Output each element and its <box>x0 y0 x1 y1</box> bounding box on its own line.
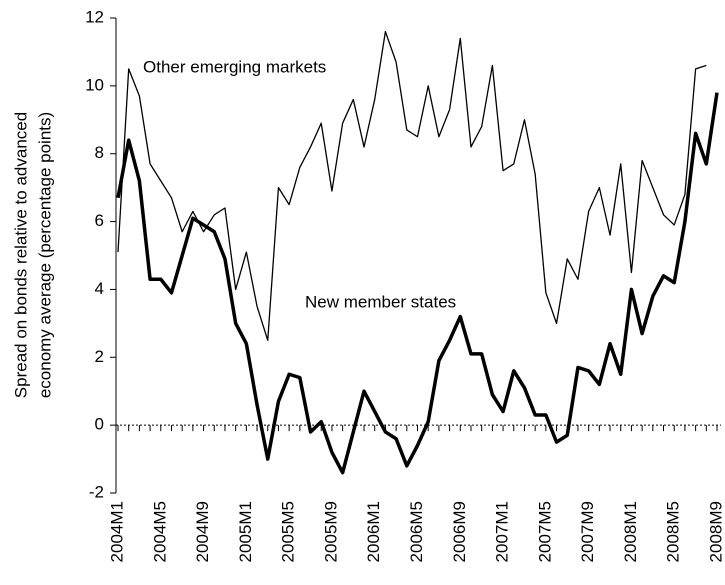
annotation: Other emerging markets <box>143 57 326 76</box>
y-tick-label: 12 <box>85 7 104 26</box>
x-tick-label-group: 2006M5 <box>407 501 426 562</box>
x-tick-label: 2005M5 <box>279 501 298 562</box>
y-axis-title: Spread on bonds relative to advanced eco… <box>11 112 54 398</box>
x-tick-label-group: 2005M9 <box>321 501 340 562</box>
y-tick-label: 8 <box>95 143 104 162</box>
x-tick-label: 2005M1 <box>236 501 255 562</box>
y-axis-title-line: economy average (percentage points) <box>35 112 54 398</box>
y-tick-label: 10 <box>85 75 104 94</box>
x-tick-label-group: 2004M1 <box>107 501 126 562</box>
x-tick-label-group: 2007M1 <box>493 501 512 562</box>
x-tick-label-group: 2007M9 <box>578 501 597 562</box>
x-tick-label-group: 2004M9 <box>193 501 212 562</box>
x-tick-label: 2006M9 <box>450 501 469 562</box>
x-tick-label: 2008M5 <box>664 501 683 562</box>
x-tick-label: 2008M1 <box>621 501 640 562</box>
series-line <box>117 30 707 341</box>
x-tick-label-group: 2007M5 <box>535 501 554 562</box>
x-tick-label-group: 2005M5 <box>279 501 298 562</box>
x-tick-label-group: 2004M5 <box>150 501 169 562</box>
x-tick-label: 2004M1 <box>107 501 126 562</box>
x-tick-label-group: 2008M1 <box>621 501 640 562</box>
x-tick-label-group: 2006M9 <box>450 501 469 562</box>
x-tick-label: 2008M9 <box>706 501 725 562</box>
x-tick-label-group: 2005M1 <box>236 501 255 562</box>
x-tick-label: 2004M5 <box>150 501 169 562</box>
y-tick-label: 4 <box>95 279 104 298</box>
x-tick-label: 2007M9 <box>578 501 597 562</box>
x-tick-label-group: 2008M9 <box>706 501 725 562</box>
y-tick-label: 0 <box>95 415 104 434</box>
x-tick-label-group: 2008M5 <box>664 501 683 562</box>
x-tick-label: 2007M1 <box>493 501 512 562</box>
y-axis-title-line: Spread on bonds relative to advanced <box>11 112 30 398</box>
y-tick-label: 6 <box>95 211 104 230</box>
annotation: New member states <box>305 292 456 311</box>
x-tick-label: 2007M5 <box>535 501 554 562</box>
x-tick-label: 2005M9 <box>321 501 340 562</box>
x-tick-label: 2006M5 <box>407 501 426 562</box>
x-tick-label-group: 2006M1 <box>364 501 383 562</box>
series-line <box>116 92 719 475</box>
y-tick-label: 2 <box>95 347 104 366</box>
x-tick-label: 2006M1 <box>364 501 383 562</box>
x-tick-label: 2004M9 <box>193 501 212 562</box>
y-tick-label: -2 <box>89 482 104 501</box>
